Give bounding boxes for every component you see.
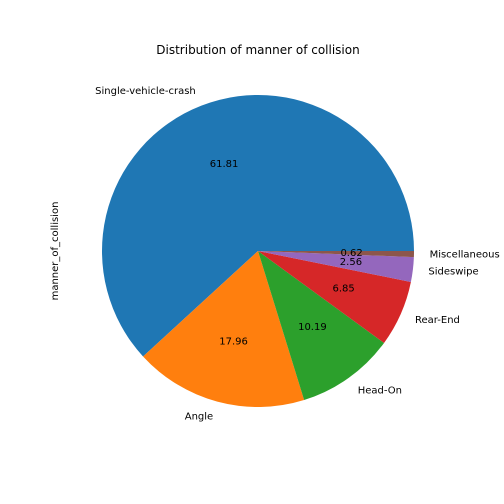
slice-name-label: Rear-End <box>415 315 460 326</box>
pie-slice-miscellaneous <box>258 251 414 258</box>
pie-slice-rear-end <box>258 251 411 343</box>
slice-value-label: 0.62 <box>340 248 362 259</box>
pie-slice-single-vehicle-crash <box>102 95 415 357</box>
slice-name-label: Miscellaneous <box>430 249 500 260</box>
y-axis-label: manner_of_collision <box>50 202 61 301</box>
slice-name-labels: Single-vehicle-crash Angle Head-On Rear-End… <box>95 86 500 423</box>
slice-value-label: 10.19 <box>298 322 327 333</box>
pie-slice-sideswipe <box>258 251 414 282</box>
slice-value-label: 2.56 <box>340 257 362 268</box>
pie-slice-angle <box>143 251 305 407</box>
slice-value-labels: 61.81 17.96 10.19 6.85 2.560.62 <box>210 159 363 348</box>
slice-value-label: 6.85 <box>333 284 355 295</box>
slice-name-label: Angle <box>185 412 213 423</box>
pie-slice-head-on <box>258 251 385 401</box>
slice-name-label: Single-vehicle-crash <box>95 86 196 97</box>
slice-name-label: Sideswipe <box>428 266 478 277</box>
pie-slices <box>102 95 415 407</box>
chart-title: Distribution of manner of collision <box>156 43 359 57</box>
slice-value-label: 61.81 <box>210 159 239 170</box>
slice-name-label: Head-On <box>358 386 402 397</box>
slice-value-label: 17.96 <box>219 336 248 347</box>
